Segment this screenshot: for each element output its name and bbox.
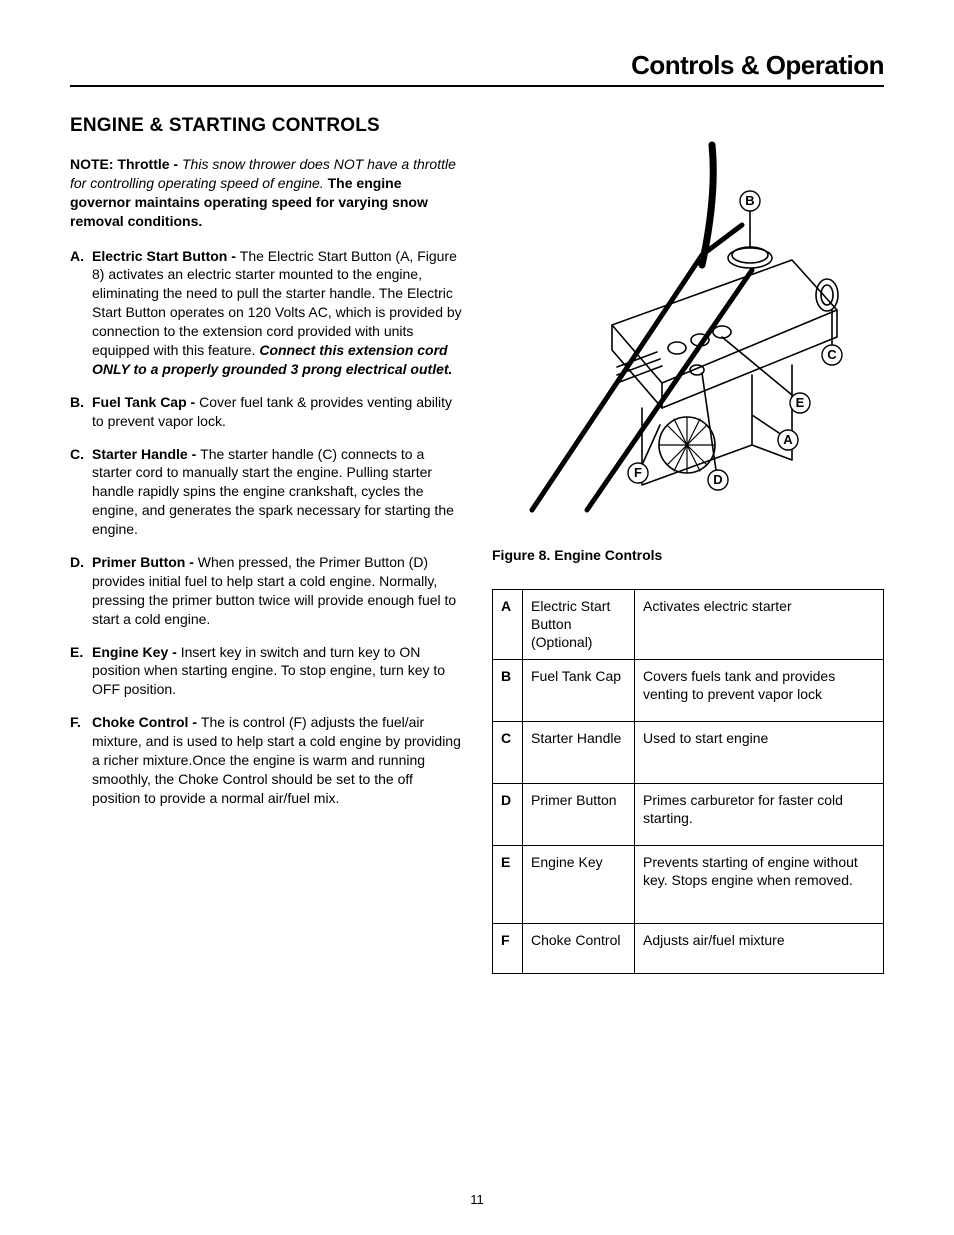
cell-key: F (493, 923, 523, 973)
cell-desc: Used to start engine (635, 721, 884, 783)
table-row: F Choke Control Adjusts air/fuel mixture (493, 923, 884, 973)
callout-b: B (745, 193, 754, 208)
header-title: Controls & Operation (631, 50, 884, 80)
list-item: F. Choke Control - The is control (F) ad… (70, 713, 462, 807)
left-column: ENGINE & STARTING CONTROLS NOTE: Throttl… (70, 115, 462, 974)
item-title: Primer Button - (92, 554, 198, 570)
cell-desc: Primes carburetor for faster cold starti… (635, 783, 884, 845)
cell-key: D (493, 783, 523, 845)
table-row: A Electric Start Button (Optional) Activ… (493, 590, 884, 660)
cell-name: Choke Control (523, 923, 635, 973)
cell-key: B (493, 659, 523, 721)
cell-desc: Prevents starting of engine without key.… (635, 845, 884, 923)
item-title: Engine Key - (92, 644, 181, 660)
item-letter: C. (70, 445, 84, 464)
cell-key: E (493, 845, 523, 923)
header-rule: Controls & Operation (70, 50, 884, 87)
engine-diagram: B C E A D F (492, 115, 884, 535)
callout-a: A (783, 432, 793, 447)
list-item: D. Primer Button - When pressed, the Pri… (70, 553, 462, 629)
section-title: ENGINE & STARTING CONTROLS (70, 115, 462, 137)
table-row: D Primer Button Primes carburetor for fa… (493, 783, 884, 845)
cell-name: Electric Start Button (Optional) (523, 590, 635, 660)
item-letter: D. (70, 553, 84, 572)
callout-f: F (634, 465, 642, 480)
cell-name: Starter Handle (523, 721, 635, 783)
item-title: Starter Handle - (92, 446, 200, 462)
page-number: 11 (0, 1192, 954, 1207)
cell-key: C (493, 721, 523, 783)
callout-e: E (796, 395, 805, 410)
item-letter: A. (70, 247, 84, 266)
cell-name: Primer Button (523, 783, 635, 845)
note-label: NOTE: Throttle - (70, 156, 182, 172)
figure-caption: Figure 8. Engine Controls (492, 547, 884, 563)
controls-table: A Electric Start Button (Optional) Activ… (492, 589, 884, 974)
item-title: Electric Start Button - (92, 248, 240, 264)
list-item: C. Starter Handle - The starter handle (… (70, 445, 462, 539)
table-row: C Starter Handle Used to start engine (493, 721, 884, 783)
list-item: A. Electric Start Button - The Electric … (70, 247, 462, 379)
note-block: NOTE: Throttle - This snow thrower does … (70, 155, 462, 231)
content-columns: ENGINE & STARTING CONTROLS NOTE: Throttl… (70, 115, 884, 974)
cell-desc: Adjusts air/fuel mixture (635, 923, 884, 973)
cell-desc: Activates electric starter (635, 590, 884, 660)
list-item: E. Engine Key - Insert key in switch and… (70, 643, 462, 700)
table-row: E Engine Key Prevents starting of engine… (493, 845, 884, 923)
table-row: B Fuel Tank Cap Covers fuels tank and pr… (493, 659, 884, 721)
list-item: B. Fuel Tank Cap - Cover fuel tank & pro… (70, 393, 462, 431)
item-letter: B. (70, 393, 84, 412)
right-column: B C E A D F Figure 8. Engine Controls A (492, 115, 884, 974)
callout-c: C (827, 347, 837, 362)
item-letter: E. (70, 643, 83, 662)
cell-key: A (493, 590, 523, 660)
callout-d: D (713, 472, 722, 487)
cell-desc: Covers fuels tank and provides venting t… (635, 659, 884, 721)
cell-name: Engine Key (523, 845, 635, 923)
item-letter: F. (70, 713, 81, 732)
item-list: A. Electric Start Button - The Electric … (70, 247, 462, 808)
item-title: Fuel Tank Cap - (92, 394, 199, 410)
cell-name: Fuel Tank Cap (523, 659, 635, 721)
item-title: Choke Control - (92, 714, 201, 730)
